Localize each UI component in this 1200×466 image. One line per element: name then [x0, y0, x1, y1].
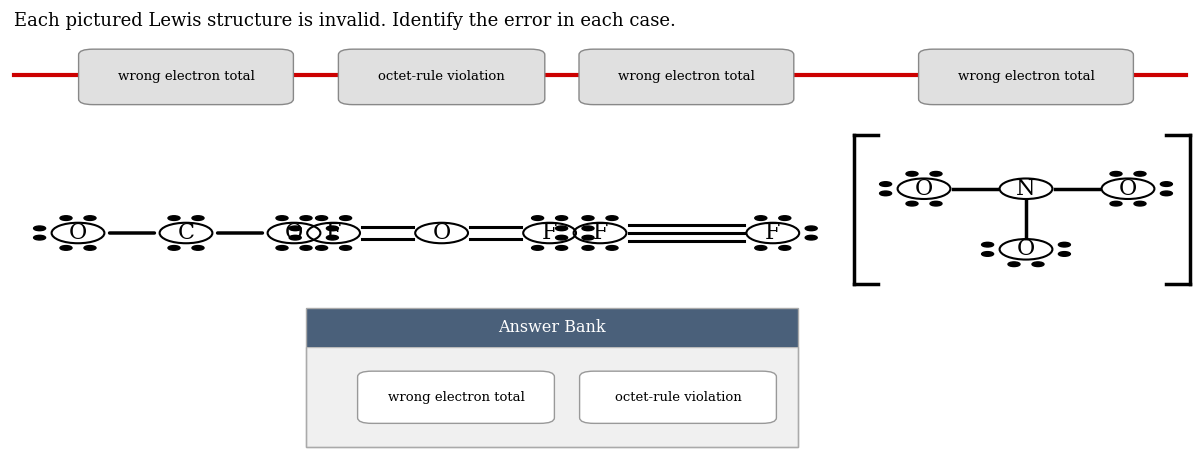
Circle shape — [906, 171, 918, 176]
Circle shape — [805, 226, 817, 231]
Circle shape — [1160, 182, 1172, 186]
Circle shape — [1134, 171, 1146, 176]
Circle shape — [276, 246, 288, 250]
FancyBboxPatch shape — [580, 371, 776, 423]
Circle shape — [1134, 201, 1146, 206]
Text: F: F — [542, 222, 557, 244]
Text: C: C — [178, 222, 194, 244]
Circle shape — [556, 235, 568, 240]
Circle shape — [779, 216, 791, 220]
Circle shape — [556, 246, 568, 250]
FancyBboxPatch shape — [79, 49, 293, 105]
Circle shape — [192, 246, 204, 250]
Text: Answer Bank: Answer Bank — [498, 319, 606, 336]
Circle shape — [532, 216, 544, 220]
Circle shape — [606, 216, 618, 220]
Circle shape — [755, 246, 767, 250]
Circle shape — [168, 216, 180, 220]
Circle shape — [556, 226, 568, 231]
Circle shape — [1110, 201, 1122, 206]
Circle shape — [300, 216, 312, 220]
Circle shape — [606, 246, 618, 250]
Text: O: O — [1118, 178, 1138, 200]
Circle shape — [84, 246, 96, 250]
Text: octet-rule violation: octet-rule violation — [614, 391, 742, 404]
Circle shape — [168, 246, 180, 250]
Circle shape — [880, 182, 892, 186]
Circle shape — [906, 201, 918, 206]
Circle shape — [982, 242, 994, 247]
Text: octet-rule violation: octet-rule violation — [378, 70, 505, 83]
Circle shape — [276, 216, 288, 220]
Text: O: O — [68, 222, 88, 244]
Circle shape — [316, 216, 328, 220]
Text: F: F — [766, 222, 780, 244]
Text: F: F — [326, 222, 341, 244]
Circle shape — [1058, 252, 1070, 256]
Circle shape — [84, 216, 96, 220]
Circle shape — [340, 216, 352, 220]
Circle shape — [582, 226, 594, 231]
Circle shape — [930, 201, 942, 206]
Circle shape — [1058, 242, 1070, 247]
FancyBboxPatch shape — [358, 371, 554, 423]
Circle shape — [582, 216, 594, 220]
Circle shape — [326, 226, 338, 231]
Text: O: O — [284, 222, 304, 244]
Text: O: O — [432, 222, 451, 244]
Circle shape — [1110, 171, 1122, 176]
Text: wrong electron total: wrong electron total — [118, 70, 254, 83]
FancyBboxPatch shape — [578, 49, 794, 105]
Circle shape — [556, 216, 568, 220]
Circle shape — [1032, 262, 1044, 267]
FancyBboxPatch shape — [14, 77, 1186, 457]
Circle shape — [880, 191, 892, 196]
Circle shape — [289, 226, 301, 231]
Circle shape — [532, 246, 544, 250]
Circle shape — [582, 235, 594, 240]
Circle shape — [340, 246, 352, 250]
FancyBboxPatch shape — [919, 49, 1133, 105]
Circle shape — [1160, 191, 1172, 196]
Text: O: O — [1016, 238, 1036, 260]
Circle shape — [1008, 262, 1020, 267]
Circle shape — [755, 216, 767, 220]
Circle shape — [60, 246, 72, 250]
FancyBboxPatch shape — [306, 347, 798, 447]
Text: wrong electron total: wrong electron total — [618, 70, 755, 83]
FancyBboxPatch shape — [338, 49, 545, 105]
Text: F: F — [593, 222, 607, 244]
Circle shape — [930, 171, 942, 176]
Circle shape — [300, 246, 312, 250]
Text: O: O — [914, 178, 934, 200]
Text: wrong electron total: wrong electron total — [958, 70, 1094, 83]
Circle shape — [779, 246, 791, 250]
Circle shape — [316, 246, 328, 250]
Text: Each pictured Lewis structure is invalid. Identify the error in each case.: Each pictured Lewis structure is invalid… — [14, 12, 677, 30]
Circle shape — [326, 235, 338, 240]
Circle shape — [805, 235, 817, 240]
Circle shape — [289, 235, 301, 240]
Circle shape — [34, 226, 46, 231]
FancyBboxPatch shape — [306, 308, 798, 347]
Circle shape — [982, 252, 994, 256]
Text: N: N — [1016, 178, 1036, 200]
Circle shape — [60, 216, 72, 220]
Circle shape — [582, 246, 594, 250]
Circle shape — [34, 235, 46, 240]
Text: wrong electron total: wrong electron total — [388, 391, 524, 404]
Circle shape — [192, 216, 204, 220]
